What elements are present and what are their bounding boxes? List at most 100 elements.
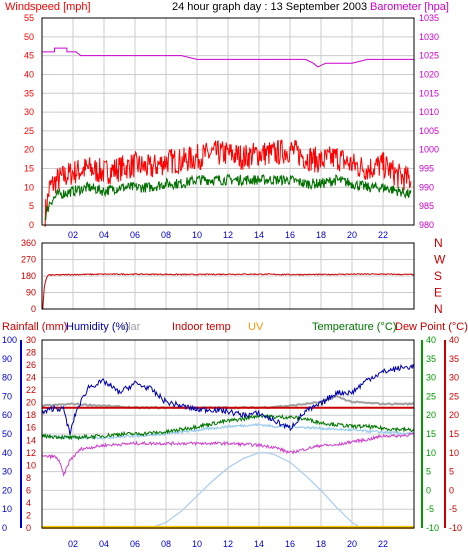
y-tick-label-windspeed: 50 [24, 32, 34, 42]
x-tick-label: 08 [161, 539, 171, 549]
y-tick-label-direction: 0 [31, 304, 36, 314]
y-tick-label-dew-point: 15 [449, 429, 459, 439]
humidity-temperature-chart: 0102030405060708090100024681012141618202… [2, 335, 462, 549]
x-tick-label: 10 [192, 539, 202, 549]
y-tick-label-temperature: 15 [426, 429, 436, 439]
y-tick-label-direction: 180 [21, 271, 36, 281]
y-tick-label-temperature: 20 [426, 410, 436, 420]
y-tick-label-humidity: 70 [2, 391, 12, 401]
y-tick-label-windspeed: 35 [24, 88, 34, 98]
y-tick-label-barometer: 995 [419, 164, 434, 174]
y-tick-label-humidity: 80 [2, 373, 12, 383]
x-tick-label: 04 [99, 539, 109, 549]
y-tick-label-windspeed: 30 [24, 107, 34, 117]
indoor-temp-label: Indoor temp [172, 321, 231, 333]
compass-label: S [434, 269, 442, 283]
y-tick-label-dew-point: 25 [449, 391, 459, 401]
y-tick-label-rainfall: 14 [26, 435, 36, 445]
y-tick-label-windspeed: 45 [24, 51, 34, 61]
y-tick-label-humidity: 40 [2, 448, 12, 458]
x-tick-label: 16 [285, 230, 295, 240]
y-tick-label-dew-point: 40 [449, 335, 459, 345]
barometer-axis-title: Barometer [hpa] [370, 1, 449, 13]
y-tick-label-dew-point: 5 [449, 467, 454, 477]
series-temperature-light [41, 422, 414, 440]
y-tick-label-dew-point: -10 [449, 523, 462, 533]
y-tick-label-temperature: 10 [426, 448, 436, 458]
plot-frame [41, 339, 415, 529]
y-tick-label-dew-point: 35 [449, 354, 459, 364]
compass-label: N [434, 236, 443, 250]
x-tick-label: 18 [316, 539, 326, 549]
x-tick-label: 14 [254, 230, 264, 240]
y-tick-label-humidity: 10 [2, 504, 12, 514]
x-tick-label: 12 [223, 230, 233, 240]
y-tick-label-dew-point: -5 [449, 504, 457, 514]
y-tick-label-rainfall: 18 [26, 410, 36, 420]
y-tick-label-barometer: 1035 [419, 13, 439, 23]
humidity-axis-title: Humidity (%) [66, 321, 129, 333]
y-tick-label-windspeed: 15 [24, 164, 34, 174]
x-tick-label: 12 [223, 539, 233, 549]
dew-point-axis-title: Dew Point (°C) [395, 321, 468, 333]
y-tick-label-direction: 360 [21, 238, 36, 248]
x-tick-label: 10 [192, 230, 202, 240]
y-tick-label-rainfall: 22 [26, 385, 36, 395]
y-tick-label-humidity: 50 [2, 429, 12, 439]
y-tick-label-humidity: 0 [2, 523, 7, 533]
y-tick-label-rainfall: 12 [26, 448, 36, 458]
y-tick-label-dew-point: 10 [449, 448, 459, 458]
windspeed-axis-title: Windspeed [mph] [5, 1, 91, 13]
x-tick-label: 02 [68, 230, 78, 240]
rainfall-axis-title: Rainfall (mm) [2, 321, 67, 333]
series-windspeed [44, 139, 412, 227]
y-tick-label-rainfall: 26 [26, 360, 36, 370]
x-tick-label: 18 [316, 230, 326, 240]
y-tick-label-rainfall: 2 [26, 510, 31, 520]
x-tick-label: 08 [161, 230, 171, 240]
y-tick-label-barometer: 985 [419, 201, 434, 211]
y-tick-label-barometer: 1000 [419, 145, 439, 155]
y-tick-label-dew-point: 0 [449, 485, 454, 495]
x-tick-label: 16 [285, 539, 295, 549]
y-tick-label-rainfall: 10 [26, 460, 36, 470]
y-tick-label-dew-point: 20 [449, 410, 459, 420]
y-tick-label-windspeed: 25 [24, 126, 34, 136]
series-wind-direction [41, 273, 415, 310]
solar-label: olar [122, 321, 141, 333]
y-tick-label-rainfall: 0 [26, 523, 31, 533]
x-tick-label: 20 [347, 230, 357, 240]
wind-barometer-chart: 0510152025303540455055980985990995100010… [24, 13, 439, 240]
series-wind-average [44, 173, 412, 221]
y-tick-label-barometer: 1020 [419, 69, 439, 79]
y-tick-label-barometer: 1030 [419, 32, 439, 42]
y-tick-label-temperature: 30 [426, 373, 436, 383]
x-tick-label: 22 [378, 230, 388, 240]
y-tick-label-barometer: 990 [419, 182, 434, 192]
x-tick-label: 04 [99, 230, 109, 240]
y-tick-label-humidity: 90 [2, 354, 12, 364]
series-barometer [42, 47, 414, 68]
y-tick-label-rainfall: 6 [26, 485, 31, 495]
y-tick-label-humidity: 30 [2, 467, 12, 477]
x-tick-label: 20 [347, 539, 357, 549]
compass-label: N [434, 302, 443, 316]
x-tick-label: 06 [130, 539, 140, 549]
x-tick-label: 22 [378, 539, 388, 549]
x-tick-label: 02 [68, 539, 78, 549]
y-tick-label-windspeed: 5 [29, 201, 34, 211]
uv-label: UV [248, 321, 264, 333]
temperature-axis-title: Temperature (°C) [312, 321, 396, 333]
y-tick-label-temperature: 0 [426, 485, 431, 495]
y-tick-label-windspeed: 40 [24, 69, 34, 79]
y-tick-label-humidity: 100 [2, 335, 17, 345]
series-dew-point [41, 432, 415, 478]
series-humidity [41, 363, 415, 435]
y-tick-label-temperature: 5 [426, 467, 431, 477]
chart-title: 24 hour graph day : 13 September 2003 [172, 1, 367, 13]
y-tick-label-rainfall: 4 [26, 498, 31, 508]
y-tick-label-windspeed: 10 [24, 182, 34, 192]
y-tick-label-rainfall: 8 [26, 473, 31, 483]
x-tick-label: 06 [130, 230, 140, 240]
